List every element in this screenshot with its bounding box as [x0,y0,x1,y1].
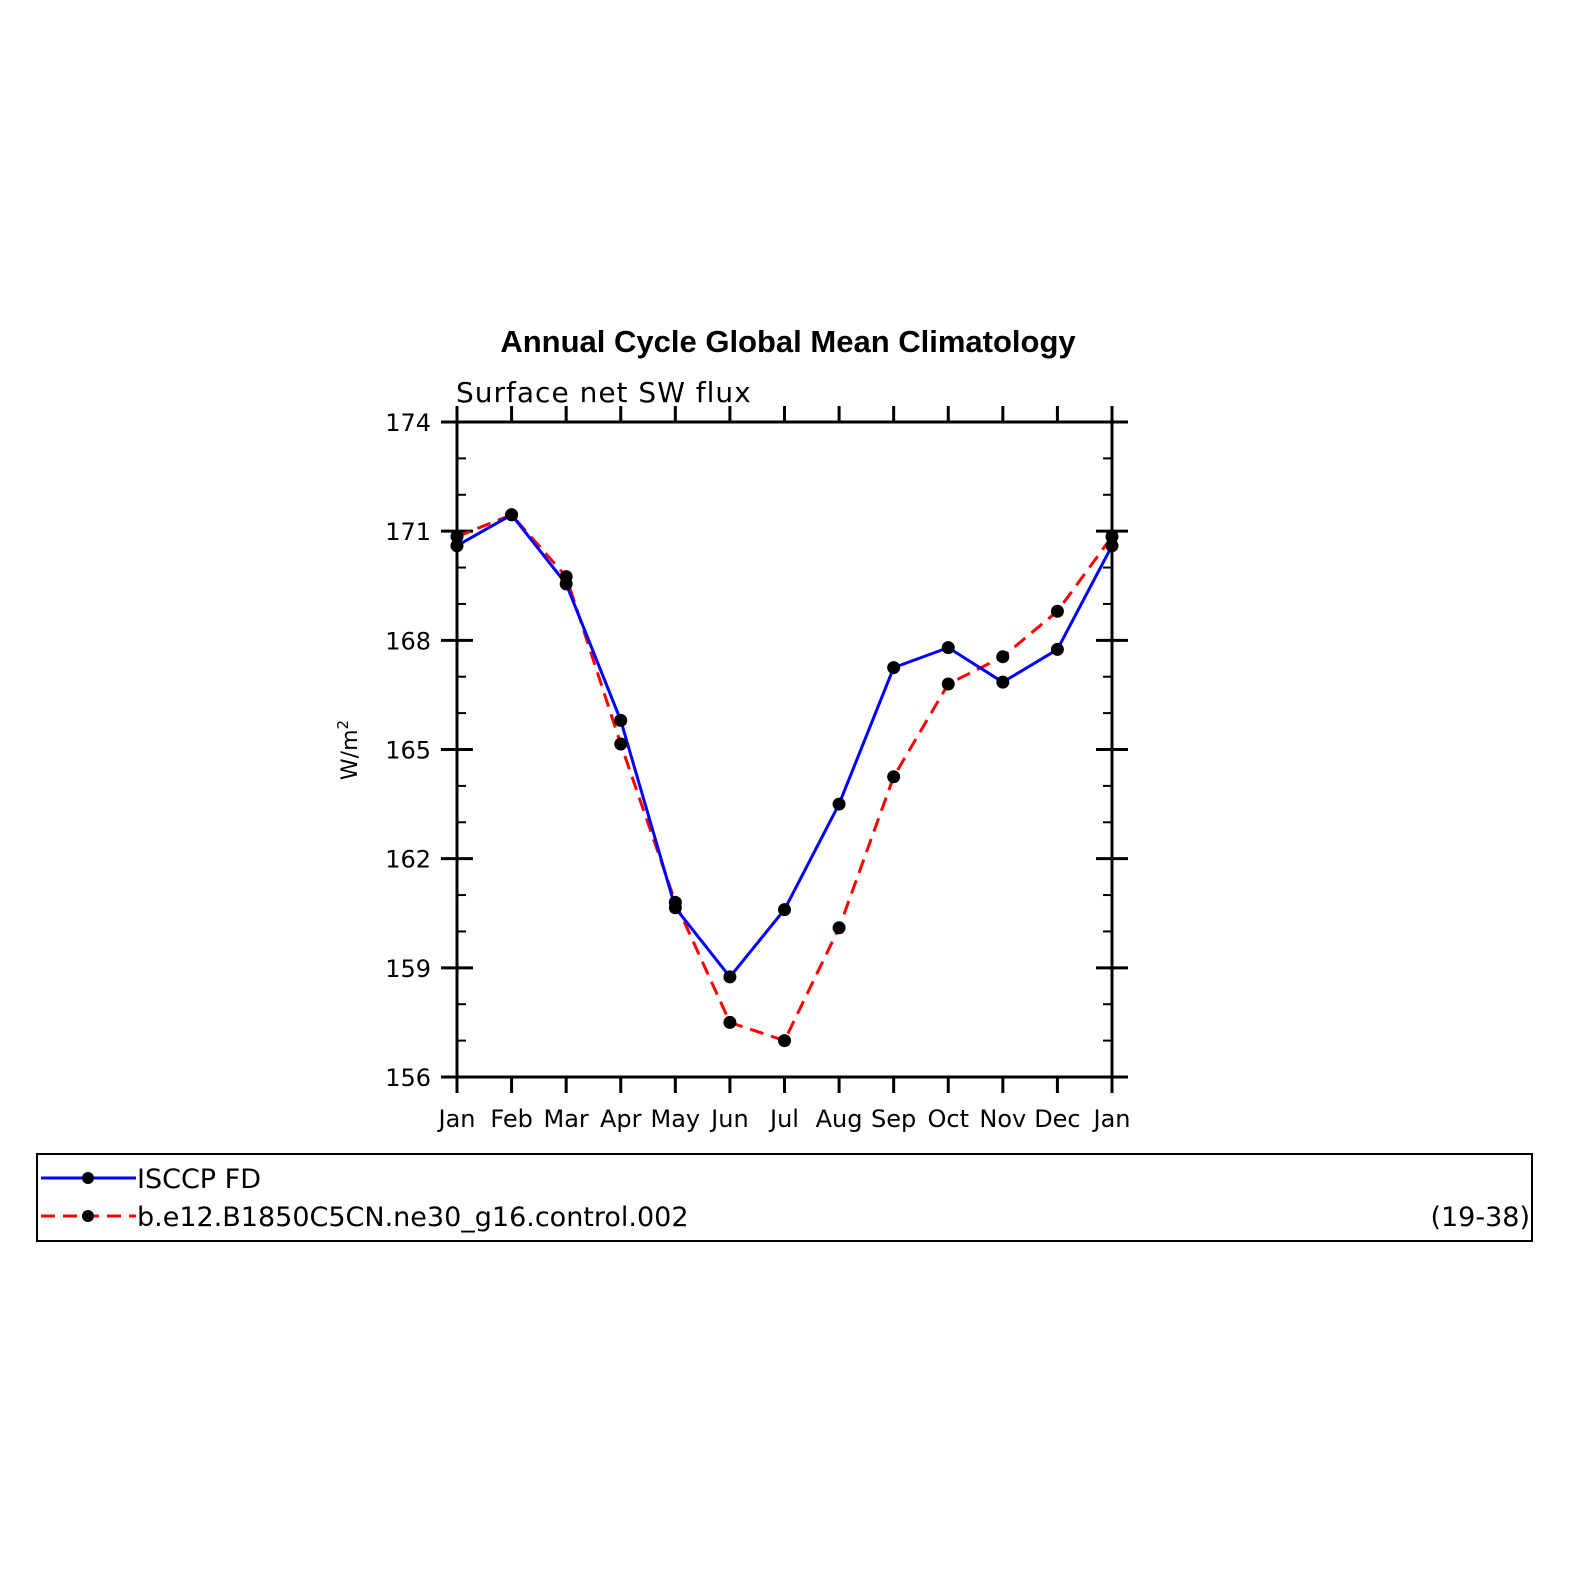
series-1-point [450,530,464,544]
series-1-point [778,1034,791,1048]
series-1-point [505,508,519,522]
svg-text:W/m2: W/m2 [334,720,363,780]
y-tick-label: 174 [385,409,431,437]
plot-frame [455,420,1114,1079]
y-tick-labels: 156 159 162 165 168 171 174 [385,409,431,1092]
x-tick-label: May [651,1105,701,1133]
chart-subtitle: Surface net SW flux [456,376,752,409]
series-1-point [614,737,628,751]
y-tick-label: 162 [385,846,431,874]
series-0-point [450,539,464,553]
series-1-point [1105,530,1119,544]
series-0-point [723,970,737,984]
x-tick-label: Jan [437,1105,476,1133]
legend-year-range: (19-38) [1430,1202,1530,1233]
series-1-point [887,770,901,784]
legend-box [36,1153,1533,1242]
series-0-point [996,675,1010,689]
legend-label-isccp: ISCCP FD [137,1164,261,1195]
series-0-point [614,713,628,727]
series-line-1 [456,513,1114,1043]
x-tick-label: Feb [490,1105,533,1133]
y-tick-label: 171 [385,518,431,546]
x-tick-labels: Jan Feb Mar Apr May Jun Jul Aug Sep Oct Nov Dec Jan [437,1105,1131,1133]
series-1-point [941,677,955,691]
y-tick-label: 165 [385,737,431,765]
series-1-point [832,921,846,935]
legend-label-model: b.e12.B1850C5CN.ne30_g16.control.002 [137,1202,689,1233]
series-1-point [668,895,682,909]
x-tick-label: Sep [871,1105,916,1133]
series-1-point [723,1015,737,1029]
y-tick-label: 168 [385,627,431,655]
legend-marker-isccp [82,1172,94,1184]
y-axis-label: W/m2 [334,720,363,780]
legend-marker-model [82,1210,94,1222]
x-tick-label: Dec [1034,1105,1080,1133]
x-tick-label: Apr [600,1105,642,1133]
x-tick-label: Jan [1092,1105,1131,1133]
series-1-point [1050,604,1064,618]
x-tick-label: Aug [816,1105,863,1133]
y-axis-label-base: W/m [338,729,363,780]
series-0-point [887,661,901,675]
y-axis-label-superscript: 2 [334,720,352,730]
chart-title: Annual Cycle Global Mean Climatology [500,324,1076,359]
x-tick-label: Mar [544,1105,589,1133]
x-tick-label: Jun [709,1105,749,1133]
series-1-point [559,570,573,584]
x-tick-label: Jul [768,1105,799,1133]
series-0-point [941,641,955,655]
series-1-point [996,650,1010,664]
y-tick-label: 159 [385,955,431,983]
series-0-point [1050,642,1064,656]
series-0-point [1105,539,1119,553]
x-tick-label: Nov [979,1105,1026,1133]
legend: ISCCP FD b.e12.B1850C5CN.ne30_g16.contro… [36,1153,1533,1242]
series-0-point [778,903,791,917]
series-0-point [832,797,846,811]
y-tick-label: 156 [385,1064,431,1092]
axis-ticks [441,406,1128,1093]
series-layer [450,508,1119,1048]
x-tick-label: Oct [928,1105,970,1133]
